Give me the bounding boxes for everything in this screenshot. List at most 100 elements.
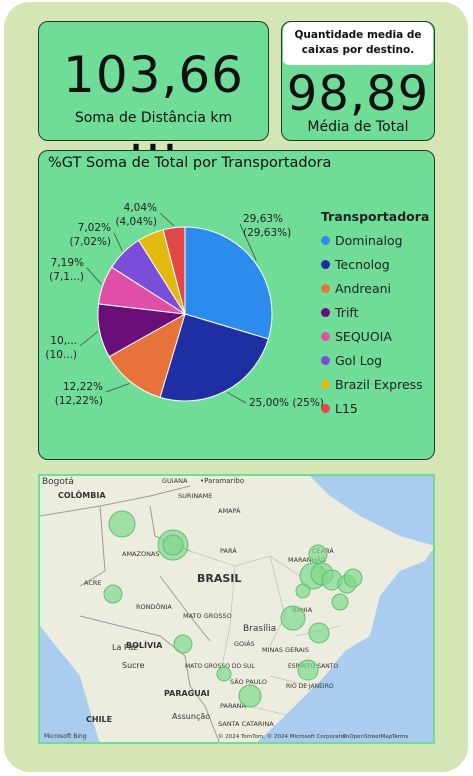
legend-label: Dominalog	[335, 232, 403, 248]
brazil-map[interactable]: Bogotá COLÔMBIA GUIANA •Paramaribo SURIN…	[40, 476, 435, 744]
map-visual[interactable]: Bogotá COLÔMBIA GUIANA •Paramaribo SURIN…	[38, 474, 435, 744]
map-label-goias: GOIÁS	[234, 639, 255, 648]
legend-label: Tecnolog	[335, 256, 390, 272]
legend-label: SEQUOIA	[335, 328, 392, 344]
bing-logo: Microsoft Bing	[44, 733, 87, 740]
legend-title: Transportadora	[321, 209, 430, 224]
osm-link[interactable]: © OpenStreetMap	[342, 733, 393, 740]
legend-marker	[321, 403, 330, 413]
map-label-amapa: AMAPÁ	[218, 506, 241, 515]
slice-leader-line	[105, 383, 130, 393]
ocean-atlantic	[257, 549, 433, 742]
legend-item-sequoia[interactable]: SEQUOIA	[321, 324, 429, 348]
map-label-sucre: Sucre	[122, 661, 145, 670]
map-copyright: © 2024 TomTom, © 2024 Microsoft Corporat…	[218, 733, 350, 740]
map-label-maranhao: MARANHÃO	[288, 555, 326, 564]
legend-item-gol-log[interactable]: Gol Log	[321, 348, 429, 372]
map-label-ms: MATO GROSSO DO SUL	[185, 663, 255, 670]
legend-item-dominalog[interactable]: Dominalog	[321, 228, 429, 252]
land-south-america	[40, 476, 433, 742]
slice-leader-line	[86, 267, 102, 285]
map-label-guiana: GUIANA	[162, 477, 188, 485]
legend-item-trift[interactable]: Trift	[321, 300, 429, 324]
bubble[interactable]	[108, 510, 136, 538]
legend-item-l15[interactable]: L15	[321, 396, 429, 420]
bubble[interactable]	[297, 659, 319, 681]
legend-marker	[321, 307, 330, 317]
slice-label: 29,63%	[243, 213, 283, 225]
bubble[interactable]	[308, 622, 330, 644]
slice-label: 4,04%	[124, 202, 157, 214]
pie-slice-tecnolog[interactable]	[159, 313, 269, 402]
slice-label: 7,02%	[78, 222, 111, 234]
ocean-north	[310, 476, 433, 546]
bubble[interactable]	[173, 634, 193, 654]
legend-item-brazil-express[interactable]: Brazil Express	[321, 372, 429, 396]
legend-item-andreani[interactable]: Andreani	[321, 276, 429, 300]
chart-title: %GT Soma de Total por Transportadora	[48, 155, 332, 171]
bubble[interactable]	[162, 534, 184, 556]
bubble[interactable]	[343, 568, 363, 588]
pie-slice-andreani[interactable]	[108, 312, 186, 398]
map-label-para: PARÁ	[220, 546, 237, 555]
legend-label: Trift	[335, 304, 359, 320]
bubble[interactable]	[238, 684, 262, 708]
slice-label-secondary: (12,22%)	[55, 395, 103, 407]
map-label-chile: CHILE	[86, 715, 112, 724]
slice-leader-line	[113, 232, 123, 252]
slice-label-secondary: (4,04%)	[115, 216, 157, 228]
map-label-assuncao: Assunção	[172, 712, 210, 721]
distance-kpi-label: Soma de Distância km	[74, 110, 233, 126]
country-borders	[40, 485, 220, 742]
map-label-paramaribo: •Paramaribo	[200, 477, 244, 485]
map-label-mato-grosso: MATO GROSSO	[183, 612, 232, 620]
bubble[interactable]	[216, 666, 232, 682]
map-label-sc: SANTA CATARINA	[218, 720, 274, 728]
legend-marker	[321, 331, 330, 341]
slice-leader-line	[227, 391, 247, 404]
legend-label: Andreani	[335, 280, 392, 296]
average-kpi-value: 98,89	[286, 66, 430, 122]
pie-chart[interactable]: 29,63% (29,63%) 25,00% (25%) 12,22% (12,22%)…	[39, 151, 434, 459]
bubble[interactable]	[280, 605, 306, 631]
map-label-colombia: COLÔMBIA	[58, 489, 106, 500]
slice-leader-line	[159, 212, 175, 227]
terms-link[interactable]: Terms	[391, 734, 408, 740]
legend-item-tecnolog[interactable]: Tecnolog	[321, 252, 429, 276]
average-kpi-header: Quantidade media de caixas por destino.	[283, 22, 433, 65]
bubble[interactable]	[103, 584, 123, 604]
legend-marker	[321, 355, 330, 365]
pie-slice-dominalog[interactable]	[184, 226, 273, 340]
map-label-paraguai: PARAGUAI	[164, 689, 210, 698]
legend-marker	[321, 259, 330, 269]
slice-label-secondary: (29,63%)	[243, 227, 291, 239]
pie-slice-l15[interactable]	[162, 226, 186, 315]
location-bubbles[interactable]	[103, 510, 363, 708]
slice-leader-line	[79, 331, 98, 347]
map-label-rondonia: RONDÔNIA	[136, 602, 172, 611]
legend-marker	[321, 379, 330, 389]
map-label-suriname: SURINAME	[178, 492, 212, 500]
map-label-parana: PARANÁ	[220, 701, 247, 710]
average-kpi-card[interactable]: Quantidade media de caixas por destino. …	[281, 21, 435, 141]
legend-label: Brazil Express	[335, 376, 423, 392]
bubble[interactable]	[308, 544, 328, 564]
legend-label: L15	[335, 400, 358, 416]
slice-label-secondary: (10...)	[45, 349, 77, 361]
map-label-sao-paulo: SÃO PAULO	[230, 677, 267, 686]
slice-leader-line	[239, 223, 257, 262]
slice-label: 12,22%	[63, 381, 103, 393]
slice-label-secondary: (7,1...)	[49, 271, 84, 283]
distance-kpi-value: 103,66 ...	[63, 46, 244, 162]
pie-chart-card[interactable]: %GT Soma de Total por Transportadora 29,…	[38, 150, 435, 460]
distance-kpi-card[interactable]: 103,66 ... Soma de Distância km	[38, 21, 269, 162]
map-label-amazonas: AMAZONAS	[122, 550, 160, 558]
map-label-minas: MINAS GERAIS	[262, 646, 309, 654]
map-label-la-paz: La Paz	[112, 643, 137, 652]
slice-label: 7,19%	[51, 257, 84, 269]
legend-marker	[321, 283, 330, 293]
chart-legend: Transportadora Dominalog Tecnolog Andreani…	[321, 209, 429, 420]
map-label-brasilia: Brasília	[243, 624, 276, 634]
bubble[interactable]	[331, 593, 349, 611]
bubble[interactable]	[295, 583, 311, 599]
